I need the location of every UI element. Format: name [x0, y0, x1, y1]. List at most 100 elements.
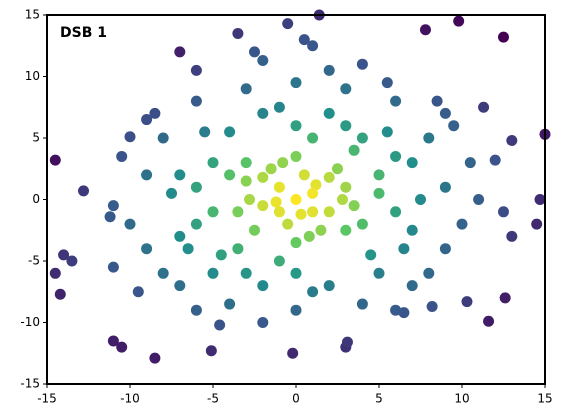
point — [290, 194, 302, 205]
point — [273, 101, 285, 113]
point — [381, 126, 393, 138]
point — [419, 24, 431, 36]
point — [257, 107, 269, 119]
point — [207, 206, 219, 218]
y-tick-label: 10 — [25, 69, 40, 83]
point — [498, 31, 509, 43]
point — [473, 194, 485, 205]
point — [141, 169, 153, 181]
point — [499, 292, 511, 304]
point — [244, 194, 256, 205]
point — [439, 181, 451, 193]
point — [373, 169, 385, 181]
point — [356, 218, 368, 230]
point — [116, 341, 128, 353]
point — [207, 267, 219, 279]
point — [174, 230, 186, 242]
point — [78, 185, 90, 197]
point — [426, 301, 438, 313]
x-tick-label: 10 — [454, 392, 469, 406]
point — [214, 319, 226, 331]
point — [307, 132, 319, 144]
point — [190, 181, 202, 193]
point — [240, 267, 252, 279]
point — [240, 83, 252, 95]
x-tick-label: 0 — [292, 392, 300, 406]
point — [298, 169, 310, 181]
point — [257, 55, 269, 67]
point — [66, 255, 78, 267]
point — [381, 77, 393, 89]
point — [439, 243, 451, 255]
point — [323, 171, 335, 183]
point — [124, 218, 136, 230]
point — [273, 206, 285, 218]
point — [478, 101, 490, 113]
point — [141, 243, 153, 255]
point — [323, 107, 335, 119]
point — [124, 131, 136, 143]
point — [232, 243, 244, 255]
point — [257, 200, 269, 212]
point — [406, 224, 418, 236]
point — [340, 181, 352, 193]
point — [104, 211, 116, 223]
point — [307, 206, 319, 218]
point — [174, 46, 186, 58]
point — [277, 157, 289, 169]
point — [534, 194, 546, 205]
point — [323, 64, 335, 76]
point — [348, 144, 360, 156]
point — [365, 249, 377, 261]
point — [406, 157, 418, 169]
point — [190, 95, 202, 107]
point — [290, 304, 302, 316]
y-tick-label: 15 — [25, 8, 40, 22]
point — [199, 126, 211, 138]
point — [373, 267, 385, 279]
y-tick-label: -15 — [20, 377, 40, 391]
point — [257, 171, 269, 183]
point — [58, 249, 70, 261]
point — [356, 58, 368, 70]
point — [341, 336, 353, 348]
point — [54, 288, 66, 300]
point — [506, 230, 518, 242]
point — [431, 95, 443, 107]
point — [107, 200, 119, 212]
point — [439, 107, 451, 119]
y-tick-label: 0 — [32, 192, 40, 206]
point — [290, 267, 302, 279]
point — [373, 187, 385, 199]
point — [356, 132, 368, 144]
point — [232, 27, 244, 39]
point — [257, 280, 269, 292]
point — [174, 169, 186, 181]
point — [265, 163, 277, 175]
point — [483, 315, 495, 327]
point — [298, 34, 310, 46]
point — [190, 218, 202, 230]
point — [240, 157, 252, 169]
point — [240, 175, 252, 187]
point — [340, 83, 352, 95]
point — [398, 307, 410, 319]
point — [166, 187, 177, 199]
x-tick-label: -10 — [120, 392, 140, 406]
point — [107, 261, 119, 273]
point — [149, 107, 161, 119]
point — [257, 317, 269, 328]
point — [290, 120, 302, 132]
point — [390, 206, 402, 218]
point — [489, 154, 501, 166]
point — [390, 95, 402, 107]
point — [190, 304, 202, 316]
point — [332, 163, 343, 175]
point — [282, 18, 294, 30]
point — [390, 150, 402, 162]
point — [141, 114, 153, 126]
point — [224, 126, 236, 138]
y-tick-label: 5 — [32, 131, 40, 145]
point — [174, 280, 186, 292]
